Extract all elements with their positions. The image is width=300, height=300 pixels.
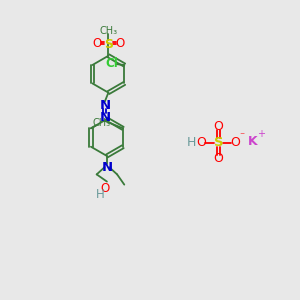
Text: O: O (213, 120, 223, 133)
Text: +: + (256, 129, 265, 139)
Text: O: O (213, 152, 223, 165)
Text: N: N (101, 161, 112, 174)
Text: H: H (186, 136, 196, 149)
Text: H: H (96, 188, 105, 200)
Text: N: N (99, 99, 110, 112)
Text: S: S (104, 38, 113, 51)
Text: O: O (100, 182, 110, 195)
Text: CH₃: CH₃ (92, 118, 110, 128)
Text: O: O (92, 37, 102, 50)
Text: O: O (231, 136, 241, 149)
Text: ⁻: ⁻ (239, 132, 244, 142)
Text: Cl: Cl (105, 57, 118, 70)
Text: S: S (214, 136, 223, 149)
Text: O: O (115, 37, 124, 50)
Text: O: O (196, 136, 206, 149)
Text: N: N (99, 110, 110, 124)
Text: CH₃: CH₃ (99, 26, 118, 35)
Text: K: K (248, 135, 257, 148)
